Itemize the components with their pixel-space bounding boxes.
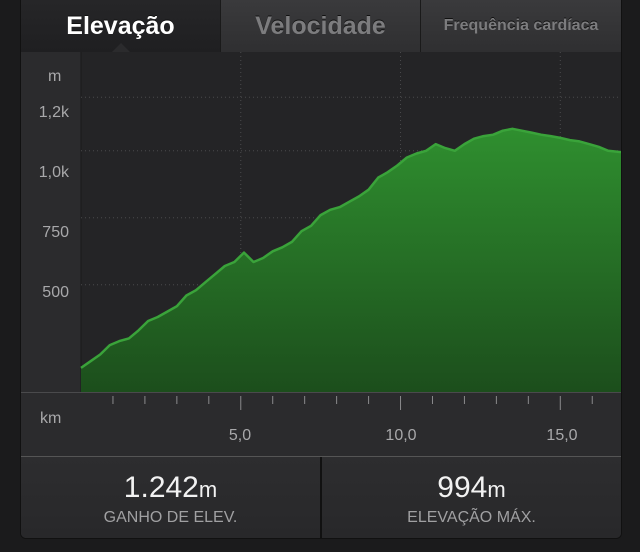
max-elevation-unit: m xyxy=(487,477,506,502)
max-elevation-value: 994m xyxy=(322,471,621,505)
x-axis-band xyxy=(21,392,621,452)
elevation-panel: Elevação Velocidade Frequência cardíaca … xyxy=(20,0,622,539)
x-axis-unit: km xyxy=(40,410,62,427)
x-tick-label: 10,0 xyxy=(385,427,417,444)
tab-speed[interactable]: Velocidade xyxy=(221,0,421,52)
elevation-gain-unit: m xyxy=(198,477,218,502)
max-elevation-label: ELEVAÇÃO MÁX. xyxy=(407,509,536,526)
y-tick-label: 750 xyxy=(42,224,69,241)
tab-elevation-label: Elevação xyxy=(66,11,175,40)
elevation-gain-number: 1.242 xyxy=(123,471,199,504)
tab-heart-rate[interactable]: Frequência cardíaca xyxy=(421,0,621,52)
elevation-gain-label: GANHO DE ELEV. xyxy=(103,509,238,526)
tab-heart-rate-label: Frequência cardíaca xyxy=(443,17,599,34)
max-elevation-stat: 994m ELEVAÇÃO MÁX. xyxy=(320,457,621,538)
tab-speed-label: Velocidade xyxy=(255,11,386,40)
y-tick-label: 500 xyxy=(42,284,69,301)
tab-elevation[interactable]: Elevação xyxy=(21,0,221,52)
x-tick-label: 5,0 xyxy=(228,427,252,444)
elevation-chart xyxy=(21,52,621,452)
elevation-gain-stat: 1.242m GANHO DE ELEV. xyxy=(21,457,320,538)
y-tick-label: 1,0k xyxy=(38,164,69,181)
elevation-line xyxy=(80,127,621,369)
stats-bar: 1.242m GANHO DE ELEV. 994m ELEVAÇÃO MÁX. xyxy=(21,456,621,538)
x-tick-label: 15,0 xyxy=(546,427,578,444)
y-tick-label: 1,2k xyxy=(38,104,69,121)
elevation-gain-value: 1.242m xyxy=(21,471,320,505)
active-tab-pointer xyxy=(111,43,130,52)
y-axis-unit: m xyxy=(48,68,62,85)
chart-tabs: Elevação Velocidade Frequência cardíaca xyxy=(21,0,621,52)
elevation-area xyxy=(81,128,621,393)
max-elevation-number: 994 xyxy=(437,471,488,504)
